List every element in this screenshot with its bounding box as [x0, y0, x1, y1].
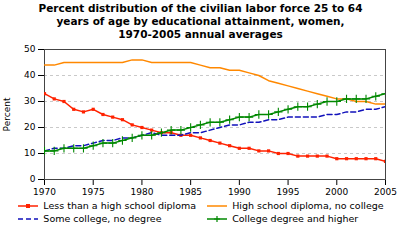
svg-text:1995: 1995 [277, 187, 300, 197]
html-text:Percent distribution of the ci: Percent distribution of the civilian lab… [38, 2, 363, 40]
svg-text:2000: 2000 [325, 187, 348, 197]
html-text:High school diploma, no colleg: High school diploma, no college [232, 200, 384, 211]
html-text:Less than a high school diplom: Less than a high school diploma [43, 200, 197, 211]
svg-text:10: 10 [24, 148, 36, 158]
svg-text:Percent: Percent [2, 97, 12, 131]
svg-text:2005: 2005 [374, 187, 397, 197]
svg-text:20: 20 [24, 122, 36, 132]
svg-text:1990: 1990 [228, 187, 251, 197]
svg-text:1975: 1975 [82, 187, 105, 197]
html-text:Some college, no degree: Some college, no degree [43, 213, 162, 224]
svg-text:1970: 1970 [33, 187, 56, 197]
html-text:College degree and higher: College degree and higher [232, 213, 359, 224]
svg-text:1985: 1985 [179, 187, 202, 197]
svg-text:50: 50 [24, 44, 36, 54]
svg-text:40: 40 [24, 70, 36, 80]
svg-text:1980: 1980 [130, 187, 153, 197]
svg-text:0: 0 [30, 174, 36, 184]
svg-text:30: 30 [24, 96, 36, 106]
